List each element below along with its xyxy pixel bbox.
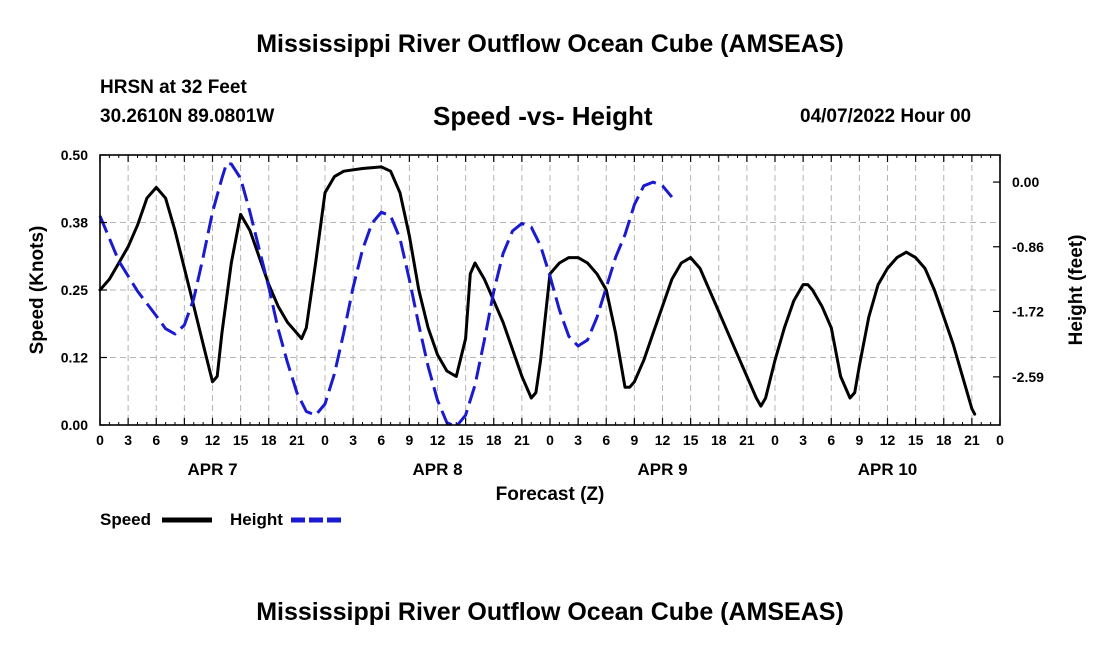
x-tick-label: 6 [377,432,385,448]
series-layer [98,161,977,428]
y-tick-label: 0.00 [61,417,88,433]
chart-title: Mississippi River Outflow Ocean Cube (AM… [256,30,844,58]
station-label: HRSN at 32 Feet [100,77,247,98]
x-tick-label: 15 [908,432,924,448]
series-height-line [98,161,674,428]
x-tick-label: 9 [405,432,413,448]
day-label: APR 8 [412,460,462,479]
second-chart-title: Mississippi River Outflow Ocean Cube (AM… [256,598,844,626]
x-tick-label: 9 [630,432,638,448]
y2-tick-label: -0.86 [1012,239,1044,255]
x-tick-label: 3 [349,432,357,448]
x-tick-label: 6 [602,432,610,448]
x-tick-label: 12 [655,432,671,448]
y-axis-left: 0.00 0.12 0.25 0.38 0.50 [61,147,107,433]
x-tick-label: 6 [827,432,835,448]
day-label: APR 10 [858,460,918,479]
x-axis: 0 3 6 9 12 15 18 21 0 3 6 9 12 15 18 21 0 3 6 9 12 15 18 21 0 3 6 9… [96,155,1004,479]
x-tick-label: 3 [124,432,132,448]
x-tick-label: 15 [458,432,474,448]
y-tick-label: 0.38 [61,215,88,231]
y-tick-label: 0.12 [61,350,88,366]
x-tick-label: 9 [855,432,863,448]
x-tick-label: 12 [880,432,896,448]
x-axis-label: Forecast (Z) [496,484,605,505]
legend-label-speed: Speed [100,510,151,529]
x-tick-label: 3 [574,432,582,448]
x-tick-label: 0 [771,432,779,448]
legend-label-height: Height [230,510,283,529]
x-tick-label: 0 [321,432,329,448]
grid [100,155,1000,425]
x-tick-label: 21 [964,432,980,448]
x-tick-label: 0 [546,432,554,448]
x-tick-label: 0 [996,432,1004,448]
x-tick-label: 6 [152,432,160,448]
y-axis-label: Speed (Knots) [27,226,48,355]
x-tick-label: 21 [739,432,755,448]
station-coordinates: 30.2610N 89.0801W [100,106,275,127]
y-axis-right: 0.00 -0.86 -1.72 -2.59 [993,174,1044,385]
x-tick-label: 12 [430,432,446,448]
x-tick-label: 18 [711,432,727,448]
y-tick-label: 0.25 [61,282,88,298]
x-tick-label: 18 [261,432,277,448]
y-tick-label: 0.50 [61,147,88,163]
x-tick-label: 15 [683,432,699,448]
x-tick-label: 3 [799,432,807,448]
y2-tick-label: -2.59 [1012,369,1044,385]
x-tick-label: 15 [233,432,249,448]
x-tick-label: 18 [486,432,502,448]
y2-tick-label: -1.72 [1012,303,1044,319]
day-label: APR 9 [637,460,687,479]
x-tick-label: 18 [936,432,952,448]
chart-subtitle: Speed -vs- Height [433,101,653,131]
x-tick-label: 21 [514,432,530,448]
series-speed-line [98,165,977,416]
day-label: APR 7 [187,460,237,479]
y2-tick-label: 0.00 [1012,174,1039,190]
x-tick-label: 0 [96,432,104,448]
y2-axis-label: Height (feet) [1066,235,1087,346]
legend: Speed Height [100,510,341,529]
x-tick-label: 9 [180,432,188,448]
x-tick-label: 12 [205,432,221,448]
forecast-datetime: 04/07/2022 Hour 00 [800,106,972,127]
x-tick-label: 21 [289,432,305,448]
